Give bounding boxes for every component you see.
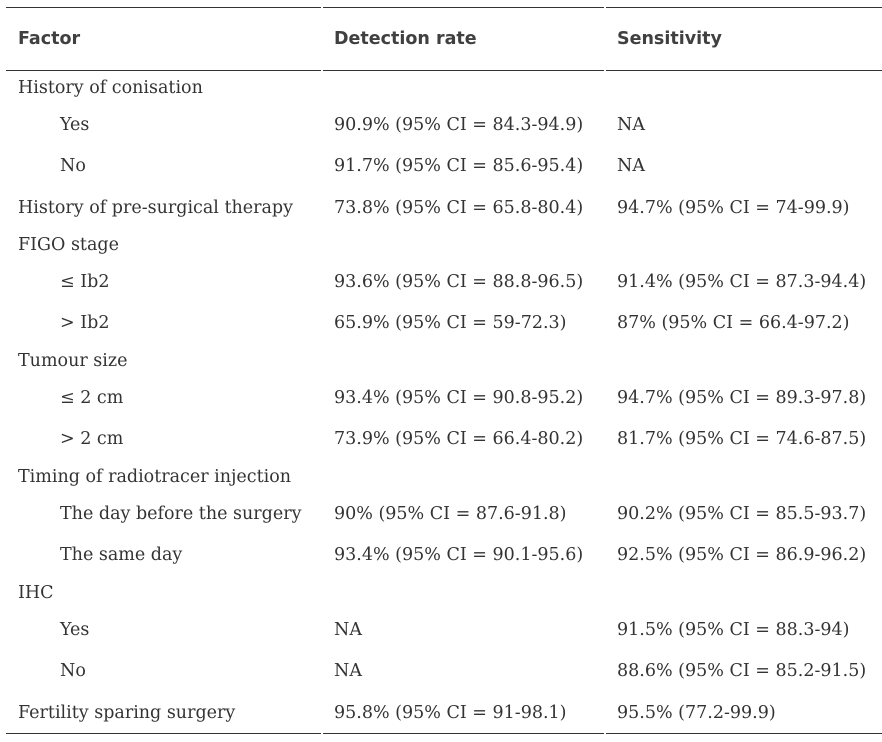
table-row: Timing of radiotracer injection: [6, 460, 882, 493]
sensitivity-cell: [605, 576, 882, 609]
results-table-body: History of conisation Yes 90.9% (95% CI …: [6, 71, 882, 733]
table-row: Fertility sparing surgery 95.8% (95% CI …: [6, 692, 882, 733]
detection-rate-cell: 90% (95% CI = 87.6-91.8): [334, 503, 567, 524]
table-row: > Ib2 65.9% (95% CI = 59-72.3) 87% (95% …: [6, 303, 882, 345]
sensitivity-cell: NA: [617, 114, 645, 135]
factor-sub-label: ≤ 2 cm: [60, 387, 124, 408]
factor-sub-label: No: [60, 661, 86, 682]
sensitivity-cell: 94.7% (95% CI = 89.3-97.8): [617, 387, 867, 408]
table-row: The same day 93.4% (95% CI = 90.1-95.6) …: [6, 535, 882, 577]
detection-rate-cell: 93.6% (95% CI = 88.8-96.5): [334, 271, 584, 292]
factor-sub-label: > 2 cm: [60, 429, 124, 450]
sensitivity-cell: 95.5% (77.2-99.9): [617, 702, 776, 723]
table-row: History of conisation: [6, 71, 882, 104]
sensitivity-cell: 88.6% (95% CI = 85.2-91.5): [617, 661, 867, 682]
table-header: Factor Detection rate Sensitivity: [6, 8, 882, 70]
sensitivity-cell: 91.5% (95% CI = 88.3-94): [617, 619, 850, 640]
sensitivity-cell: 92.5% (95% CI = 86.9-96.2): [617, 545, 867, 566]
detection-rate-cell: 73.8% (95% CI = 65.8-80.4): [334, 197, 584, 218]
header-row: Factor Detection rate Sensitivity: [6, 8, 882, 70]
sensitivity-cell: 91.4% (95% CI = 87.3-94.4): [617, 271, 867, 292]
factor-sub-label: Yes: [60, 619, 90, 640]
table-row: FIGO stage: [6, 228, 882, 261]
detection-rate-cell: 95.8% (95% CI = 91-98.1): [334, 702, 567, 723]
sensitivity-cell: NA: [617, 156, 645, 177]
table-row: ≤ Ib2 93.6% (95% CI = 88.8-96.5) 91.4% (…: [6, 261, 882, 303]
detection-rate-cell: NA: [334, 619, 362, 640]
detection-rate-cell: 65.9% (95% CI = 59-72.3): [334, 313, 567, 334]
table-top-rule: [6, 7, 882, 8]
header-factor: Factor: [18, 29, 81, 49]
table-row: Yes 90.9% (95% CI = 84.3-94.9) NA: [6, 104, 882, 146]
factor-group-label: IHC: [18, 582, 54, 603]
sensitivity-cell: 87% (95% CI = 66.4-97.2): [617, 313, 850, 334]
table-row: History of pre-surgical therapy 73.8% (9…: [6, 187, 882, 228]
detection-rate-cell: 90.9% (95% CI = 84.3-94.9): [334, 114, 584, 135]
table-row: Yes NA 91.5% (95% CI = 88.3-94): [6, 609, 882, 651]
detection-rate-cell: [322, 460, 605, 493]
table-row: Tumour size: [6, 344, 882, 377]
factor-group-label: Tumour size: [18, 350, 128, 371]
results-table: Factor Detection rate Sensitivity: [6, 8, 882, 70]
sensitivity-cell: [605, 460, 882, 493]
sensitivity-cell: [605, 228, 882, 261]
table-row: No 91.7% (95% CI = 85.6-95.4) NA: [6, 146, 882, 188]
detection-rate-cell: 93.4% (95% CI = 90.8-95.2): [334, 387, 584, 408]
detection-rate-cell: NA: [334, 661, 362, 682]
factor-label: Fertility sparing surgery: [18, 702, 236, 723]
factor-sub-label: Yes: [60, 114, 90, 135]
detection-rate-cell: [322, 576, 605, 609]
sensitivity-cell: [605, 71, 882, 104]
factor-group-label: Timing of radiotracer injection: [18, 466, 292, 487]
results-table-container: Factor Detection rate Sensitivity Histor…: [6, 7, 882, 734]
factor-sub-label: The same day: [60, 545, 183, 566]
factor-sub-label: No: [60, 156, 86, 177]
table-row: IHC: [6, 576, 882, 609]
header-sensitivity: Sensitivity: [617, 29, 722, 49]
factor-sub-label: The day before the surgery: [60, 503, 302, 524]
factor-label: History of pre-surgical therapy: [18, 197, 293, 218]
detection-rate-cell: 91.7% (95% CI = 85.6-95.4): [334, 156, 584, 177]
factor-group-label: FIGO stage: [18, 234, 119, 255]
detection-rate-cell: [322, 71, 605, 104]
sensitivity-cell: [605, 344, 882, 377]
table-row: No NA 88.6% (95% CI = 85.2-91.5): [6, 651, 882, 693]
detection-rate-cell: 93.4% (95% CI = 90.1-95.6): [334, 545, 584, 566]
header-rule: [6, 70, 882, 71]
table-row: > 2 cm 73.9% (95% CI = 66.4-80.2) 81.7% …: [6, 419, 882, 461]
factor-group-label: History of conisation: [18, 77, 203, 98]
factor-sub-label: > Ib2: [60, 313, 110, 334]
detection-rate-cell: [322, 228, 605, 261]
header-detection-rate: Detection rate: [334, 29, 477, 49]
detection-rate-cell: [322, 344, 605, 377]
sensitivity-cell: 90.2% (95% CI = 85.5-93.7): [617, 503, 867, 524]
table-row: ≤ 2 cm 93.4% (95% CI = 90.8-95.2) 94.7% …: [6, 377, 882, 419]
sensitivity-cell: 94.7% (95% CI = 74-99.9): [617, 197, 850, 218]
detection-rate-cell: 73.9% (95% CI = 66.4-80.2): [334, 429, 584, 450]
table-bottom-rule: [6, 733, 882, 734]
table-row: The day before the surgery 90% (95% CI =…: [6, 493, 882, 535]
sensitivity-cell: 81.7% (95% CI = 74.6-87.5): [617, 429, 867, 450]
factor-sub-label: ≤ Ib2: [60, 271, 110, 292]
